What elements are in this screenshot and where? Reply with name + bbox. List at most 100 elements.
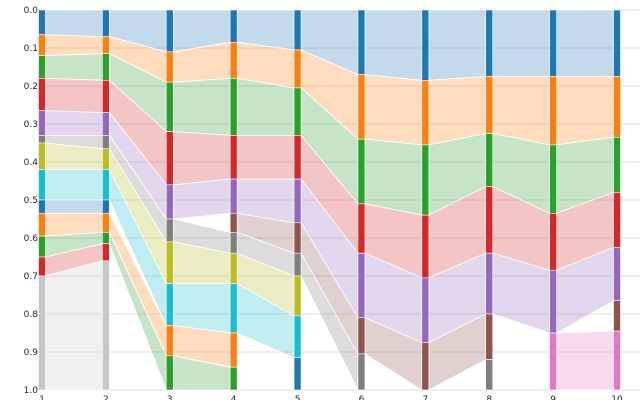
node-2-green-2 — [102, 53, 110, 81]
y-tick-label-9: 0.9 — [24, 348, 39, 358]
node-1-orange-9 — [38, 213, 46, 237]
node-4-gray-6 — [229, 232, 238, 254]
flow-blue-6-to-7 — [364, 9, 423, 81]
node-2-orange-9 — [102, 213, 110, 233]
node-1-lightgray-12 — [38, 275, 46, 391]
node-10-blue-0 — [613, 9, 621, 77]
node-9-purple-4 — [549, 269, 557, 334]
node-8-orange-1 — [485, 76, 494, 134]
node-10-green-2 — [613, 137, 621, 193]
node-3-red-3 — [165, 131, 174, 186]
node-6-gray-6 — [357, 353, 366, 391]
x-tick-label-1: 2 — [103, 395, 109, 400]
node-4-brown-5 — [229, 213, 238, 233]
x-tick-label-3: 4 — [231, 395, 237, 400]
node-1-gray-5 — [38, 135, 46, 144]
node-1-olive-6 — [38, 142, 46, 170]
node-8-gray-6 — [485, 359, 494, 391]
flow-orange-7-to-8 — [428, 76, 487, 146]
y-tick-label-5: 0.5 — [24, 196, 38, 206]
node-1-cyan-7 — [38, 169, 46, 201]
y-tick-label-3: 0.3 — [24, 120, 38, 130]
node-5-brown-5 — [293, 222, 302, 254]
flow-green-1-to-2 — [45, 53, 103, 81]
flow-orange-6-to-7 — [364, 74, 423, 146]
node-7-red-3 — [421, 214, 430, 279]
node-8-green-2 — [485, 133, 494, 188]
y-tick-label-6: 0.6 — [24, 234, 39, 244]
x-tick-label-7: 8 — [486, 395, 492, 400]
node-1-orange-1 — [38, 34, 46, 56]
x-tick-label-4: 5 — [295, 395, 301, 400]
node-2-orange-1 — [102, 36, 110, 54]
x-tick-label-9: 10 — [611, 395, 623, 400]
y-tick-label-8: 0.8 — [24, 310, 39, 320]
node-10-red-3 — [613, 192, 621, 248]
node-4-cyan-8 — [229, 283, 238, 334]
node-2-lightgray-12 — [102, 260, 110, 391]
node-4-red-3 — [229, 135, 238, 180]
y-tick-label-2: 0.2 — [24, 82, 38, 92]
flow-blue-1-to-2 — [45, 9, 103, 38]
node-8-purple-4 — [485, 252, 494, 315]
x-tick-label-6: 7 — [422, 395, 428, 400]
node-2-green-10 — [102, 232, 110, 245]
y-tick-label-10: 1.0 — [24, 386, 39, 396]
node-6-green-2 — [357, 138, 366, 205]
flow-green-6-to-7 — [364, 138, 423, 216]
x-tick-label-2: 3 — [167, 395, 173, 400]
node-5-blue-9 — [293, 357, 302, 391]
node-1-red-3 — [38, 78, 46, 112]
flow-pink-9-to-10 — [556, 330, 614, 391]
node-2-blue-0 — [102, 9, 110, 37]
node-3-cyan-7 — [165, 283, 174, 326]
node-4-orange-9 — [229, 332, 238, 368]
node-7-blue-0 — [421, 9, 430, 81]
node-9-pink-5 — [549, 332, 557, 391]
flow-blue-1-to-2 — [45, 199, 103, 214]
node-3-purple-4 — [165, 184, 174, 220]
flow-blue-7-to-8 — [428, 9, 487, 81]
flow-red-4-to-5 — [236, 135, 295, 180]
node-8-red-3 — [485, 186, 494, 254]
node-9-green-2 — [549, 144, 557, 214]
node-3-blue-0 — [165, 9, 174, 53]
x-tick-label-0: 1 — [39, 395, 45, 400]
node-6-blue-0 — [357, 9, 366, 75]
node-6-red-3 — [357, 203, 366, 254]
node-9-blue-0 — [549, 9, 557, 77]
node-4-purple-4 — [229, 178, 238, 214]
flow-orange-9-to-10 — [556, 76, 614, 146]
flow-red-3-to-4 — [172, 131, 231, 186]
node-1-blue-0 — [38, 9, 46, 36]
node-1-red-11 — [38, 256, 46, 277]
node-2-gray-5 — [102, 135, 110, 149]
node-6-purple-4 — [357, 252, 366, 319]
x-axis-ticks: 1 2 3 4 5 6 7 8 9 10 — [39, 395, 623, 400]
flow-blue-8-to-9 — [492, 9, 551, 77]
node-6-brown-5 — [357, 317, 366, 355]
node-9-orange-1 — [549, 76, 557, 146]
node-3-orange-1 — [165, 51, 174, 83]
y-tick-label-7: 0.7 — [24, 272, 38, 282]
flow-lightgray-1-to-2 — [45, 260, 103, 391]
flow-green-4-to-5 — [236, 77, 295, 136]
y-axis-ticks: 0.0 0.1 0.2 0.3 0.4 0.5 0.6 0.7 0.8 0.9 1.0 — [24, 6, 39, 396]
flow-cyan-3-to-4 — [172, 283, 231, 334]
node-5-cyan-8 — [293, 315, 302, 358]
x-tick-label-5: 6 — [359, 395, 365, 400]
node-2-purple-4 — [102, 112, 110, 136]
y-tick-label-4: 0.4 — [24, 158, 39, 168]
node-2-blue-8 — [102, 199, 110, 214]
node-4-green-10 — [229, 366, 238, 391]
y-tick-label-1: 0.1 — [24, 44, 38, 54]
node-3-green-2 — [165, 81, 174, 132]
node-1-purple-4 — [38, 110, 46, 136]
flow-blue-9-to-10 — [556, 9, 614, 77]
node-5-blue-0 — [293, 9, 302, 51]
node-10-purple-4 — [613, 247, 621, 302]
node-10-orange-1 — [613, 76, 621, 138]
node-2-red-11 — [102, 243, 110, 262]
flow-orange-8-to-9 — [492, 76, 551, 146]
